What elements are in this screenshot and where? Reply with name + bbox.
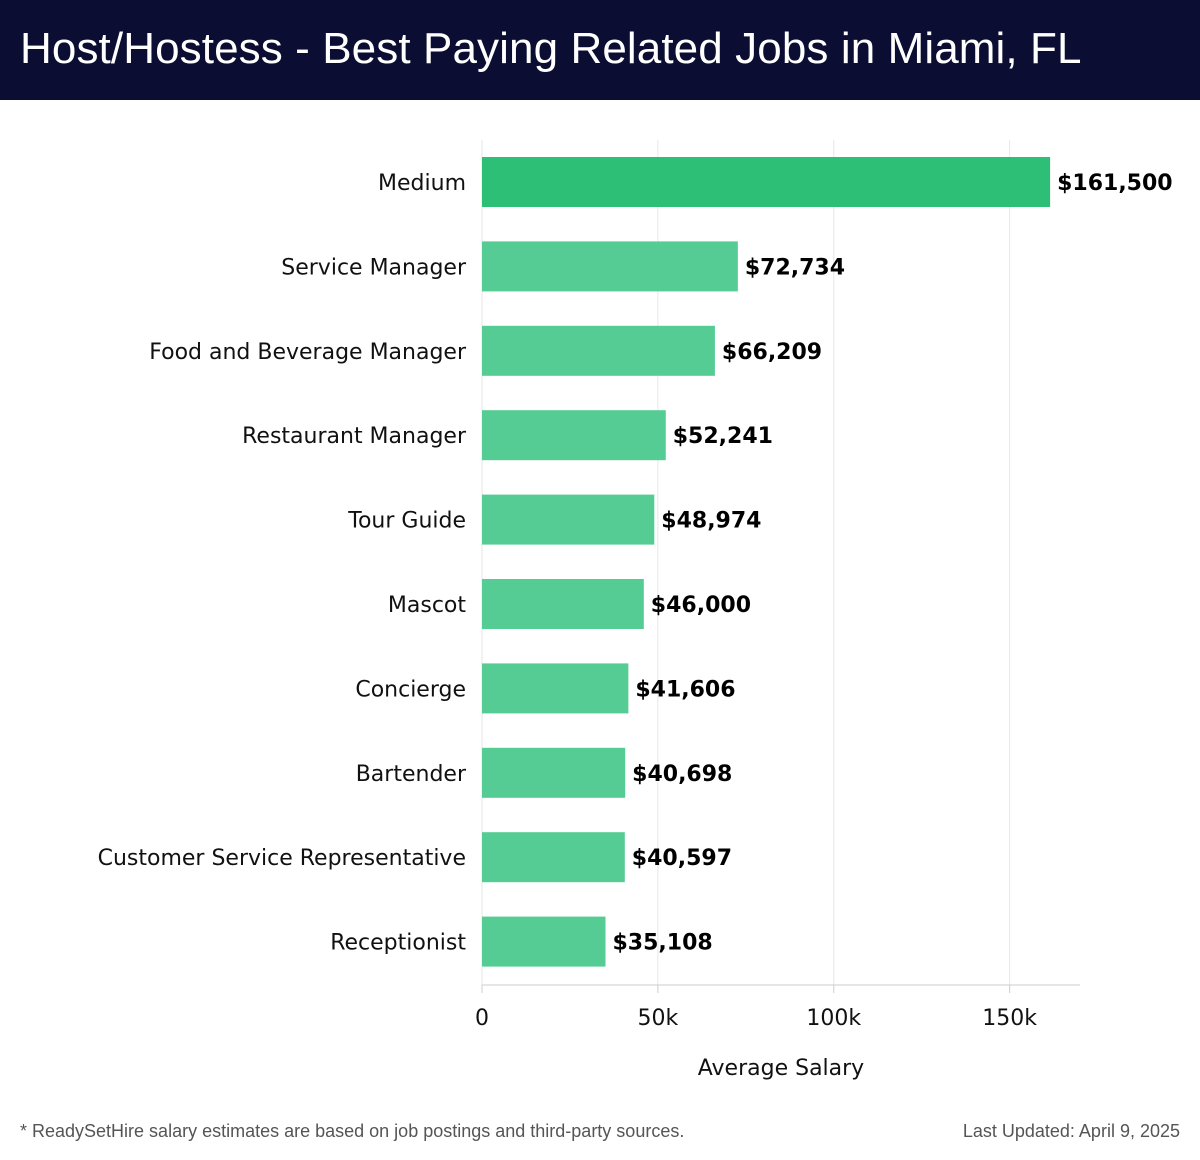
bar [482, 410, 666, 461]
category-label: Mascot [388, 593, 466, 618]
bar [482, 747, 626, 798]
bar-chart: 0 50k 100k 150k Average Salary Medium $161,500… [98, 140, 1173, 1081]
x-tick-label: 150k [982, 1006, 1037, 1031]
value-label: $72,734 [745, 255, 845, 280]
bar [482, 832, 625, 883]
bar [482, 494, 655, 545]
x-tick-label: 50k [638, 1006, 679, 1031]
value-label: $161,500 [1057, 171, 1173, 196]
last-updated: Last Updated: April 9, 2025 [962, 1121, 1180, 1141]
bar [482, 157, 1051, 207]
value-label: $40,597 [632, 846, 732, 871]
value-label: $46,000 [651, 593, 751, 618]
category-label: Medium [378, 171, 466, 196]
bar [482, 579, 644, 629]
chart-title: Host/Hostess - Best Paying Related Jobs … [20, 24, 1082, 73]
value-label: $66,209 [722, 340, 822, 365]
category-label: Service Manager [281, 255, 467, 280]
value-label: $41,606 [635, 677, 735, 702]
x-tick-label: 100k [806, 1006, 861, 1031]
category-label: Concierge [355, 677, 466, 702]
category-label: Receptionist [330, 931, 466, 956]
category-label: Tour Guide [347, 509, 466, 534]
category-label: Bartender [356, 762, 467, 787]
value-label: $35,108 [612, 931, 712, 956]
value-label: $52,241 [673, 424, 773, 449]
value-label: $40,698 [632, 762, 732, 787]
x-tick-label: 0 [475, 1006, 489, 1031]
category-label: Restaurant Manager [242, 424, 467, 449]
chart-header: Host/Hostess - Best Paying Related Jobs … [0, 0, 1200, 100]
footnote: * ReadySetHire salary estimates are base… [20, 1121, 685, 1141]
category-label: Customer Service Representative [98, 846, 466, 871]
bar [482, 241, 738, 292]
bar [482, 325, 715, 376]
bar [482, 916, 606, 967]
bar [482, 663, 629, 714]
value-label: $48,974 [661, 509, 761, 534]
category-label: Food and Beverage Manager [149, 340, 467, 365]
x-axis-title: Average Salary [698, 1056, 864, 1081]
